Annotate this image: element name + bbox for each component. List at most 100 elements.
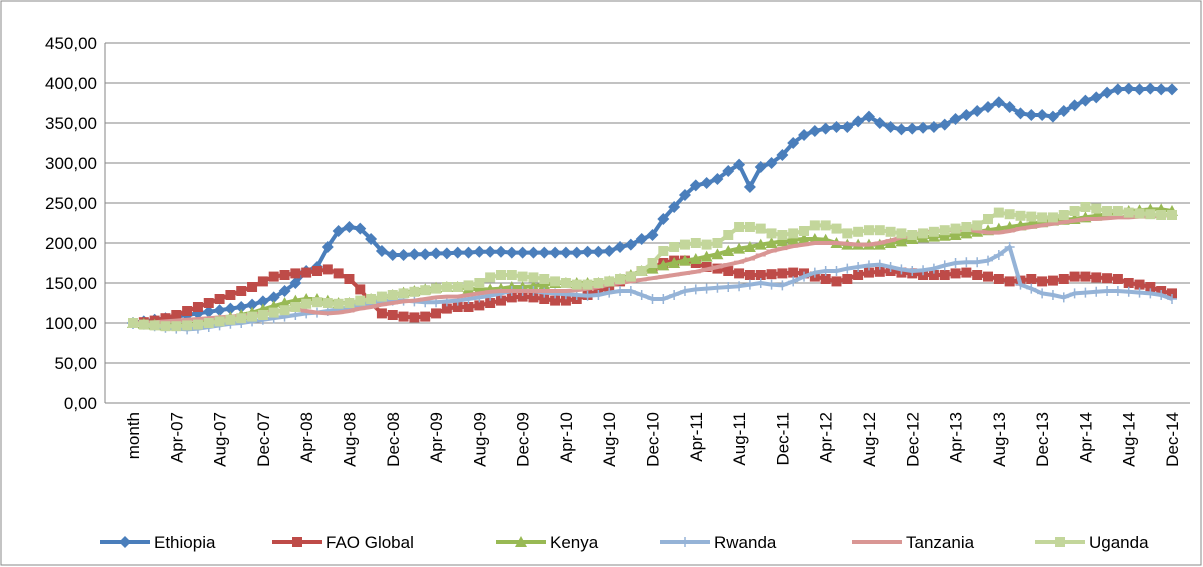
x-tick-label: Dec-10 (644, 412, 663, 467)
point (1015, 279, 1026, 290)
point (128, 318, 138, 328)
point (441, 282, 452, 292)
point (1134, 279, 1145, 290)
point (831, 276, 842, 287)
point (257, 276, 268, 287)
point (1134, 208, 1145, 219)
point (982, 101, 995, 113)
series (128, 202, 1177, 332)
point (1091, 203, 1102, 214)
point (700, 250, 713, 262)
point (993, 274, 1004, 284)
point (853, 270, 864, 280)
point (257, 310, 268, 320)
point (398, 288, 409, 299)
x-tick-label: Aug-14 (1120, 412, 1139, 467)
point (841, 121, 854, 133)
point (1112, 206, 1123, 216)
point (1003, 101, 1016, 113)
point (938, 118, 951, 131)
point (961, 267, 972, 278)
x-tick-label: Aug-07 (211, 412, 230, 467)
point (646, 262, 659, 274)
point (1026, 211, 1037, 222)
point (1080, 271, 1091, 282)
point (419, 248, 432, 261)
point (744, 270, 755, 280)
point (928, 263, 939, 274)
x-tick-label: Aug-13 (990, 412, 1009, 467)
point (1037, 288, 1048, 299)
point (1112, 286, 1123, 296)
point (852, 115, 865, 128)
point (420, 285, 431, 296)
point (376, 291, 387, 302)
point (689, 179, 702, 192)
point (1102, 273, 1113, 284)
point (874, 259, 885, 270)
point (1058, 210, 1069, 220)
point (939, 260, 950, 271)
point (723, 266, 734, 276)
point (723, 230, 734, 240)
point (1155, 83, 1168, 96)
point (1058, 292, 1069, 303)
legend-marker (515, 536, 527, 547)
point (863, 267, 874, 278)
legend-marker (119, 536, 131, 548)
point (1111, 83, 1124, 96)
x-tick-label: Apr-08 (297, 412, 316, 463)
point (1004, 242, 1015, 252)
point (344, 274, 355, 284)
x-tick-label: Apr-07 (167, 412, 186, 463)
point (896, 228, 907, 239)
point (722, 165, 735, 177)
point (235, 301, 248, 313)
point (171, 321, 182, 332)
point (1112, 274, 1123, 284)
point (603, 245, 616, 257)
point (1037, 212, 1048, 223)
point (928, 226, 939, 237)
point (160, 313, 171, 324)
point (224, 302, 237, 315)
x-tick-label: Dec-11 (773, 412, 792, 466)
point (289, 277, 302, 289)
point (332, 225, 345, 237)
point (1102, 286, 1113, 296)
point (202, 305, 215, 318)
point (819, 122, 832, 135)
point (1068, 99, 1081, 112)
point (636, 290, 647, 300)
y-tick-label: 0,00 (64, 394, 97, 413)
point (1080, 202, 1091, 212)
x-tick-label: Apr-09 (427, 412, 446, 463)
point (614, 241, 627, 253)
point (831, 266, 842, 276)
point (938, 229, 951, 241)
point (1080, 287, 1091, 298)
point (788, 276, 799, 287)
legend-marker (292, 537, 302, 547)
point (517, 291, 528, 302)
point (355, 295, 366, 306)
point (538, 246, 551, 259)
legend-label: Rwanda (714, 533, 777, 552)
point (570, 246, 583, 259)
point (701, 262, 712, 272)
point (1123, 278, 1134, 288)
x-tick-label: Apr-14 (1076, 412, 1095, 463)
point (754, 238, 767, 250)
legend-marker (1055, 537, 1065, 547)
point (961, 257, 972, 268)
point (592, 245, 605, 258)
point (182, 306, 193, 316)
point (484, 245, 497, 258)
y-tick-label: 250,00 (45, 194, 97, 213)
x-tick-label: Dec-07 (254, 412, 273, 467)
point (550, 276, 561, 287)
point (993, 207, 1004, 218)
point (1145, 288, 1156, 299)
point (972, 220, 983, 231)
point (798, 233, 811, 244)
